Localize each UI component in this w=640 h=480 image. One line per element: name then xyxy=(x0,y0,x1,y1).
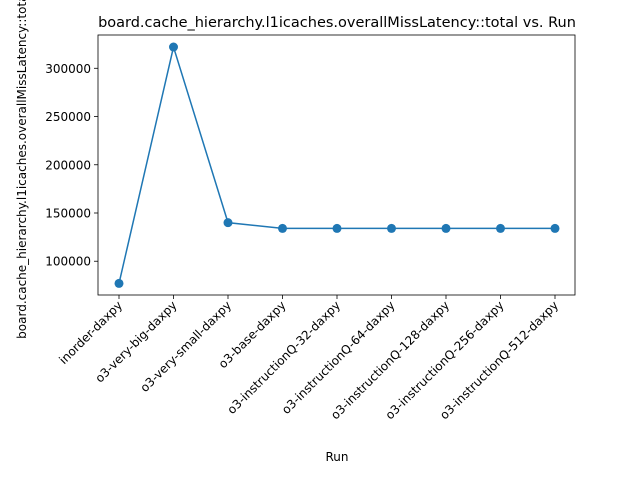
data-point xyxy=(114,278,124,288)
y-tick-label: 250000 xyxy=(45,110,91,124)
y-axis-label: board.cache_hierarchy.l1icaches.overallM… xyxy=(15,0,29,339)
y-axis-ticks: 100000 150000 200000 250000 300000 xyxy=(45,62,98,269)
data-point xyxy=(387,223,396,233)
data-point xyxy=(169,42,178,52)
x-axis-label: Run xyxy=(325,450,348,464)
y-tick-label: 300000 xyxy=(45,62,91,76)
data-point xyxy=(332,223,342,233)
y-tick-label: 100000 xyxy=(45,255,91,269)
data-point xyxy=(223,218,233,228)
y-tick-label: 200000 xyxy=(45,158,91,172)
data-point xyxy=(441,223,451,233)
data-point xyxy=(278,223,287,233)
chart-title: board.cache_hierarchy.l1icaches.overallM… xyxy=(98,15,576,31)
data-point xyxy=(550,223,560,233)
data-points xyxy=(114,42,560,288)
data-point xyxy=(496,223,505,233)
y-tick-label: 150000 xyxy=(45,206,91,220)
plot-area-frame xyxy=(97,34,576,296)
